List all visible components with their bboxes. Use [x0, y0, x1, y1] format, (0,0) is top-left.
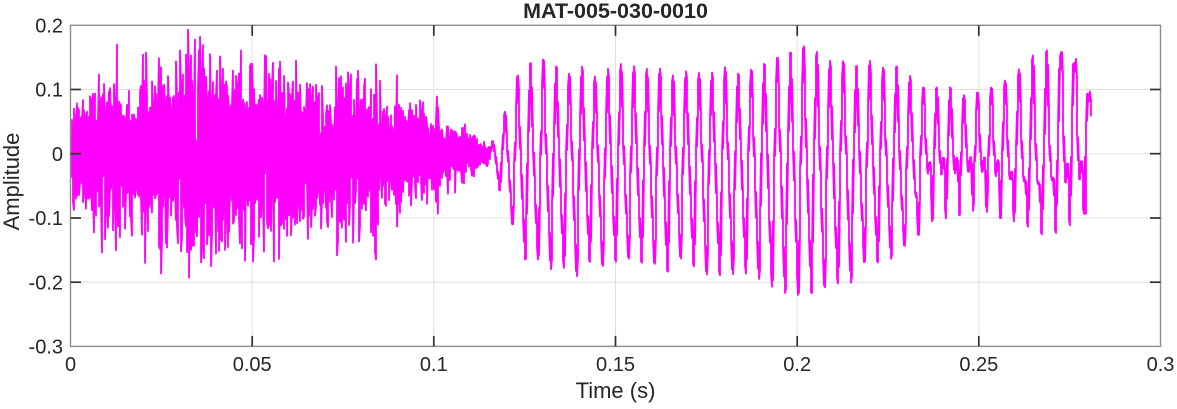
svg-text:0.2: 0.2 [783, 354, 811, 376]
svg-text:0.15: 0.15 [596, 354, 635, 376]
svg-text:0.05: 0.05 [233, 354, 272, 376]
svg-text:0.1: 0.1 [35, 80, 63, 102]
svg-text:Amplitude: Amplitude [0, 133, 24, 231]
svg-text:0.1: 0.1 [420, 354, 448, 376]
svg-text:0.25: 0.25 [959, 354, 998, 376]
svg-text:-0.3: -0.3 [29, 337, 63, 359]
svg-text:0: 0 [52, 144, 63, 166]
svg-text:0.3: 0.3 [1147, 354, 1175, 376]
svg-text:0: 0 [65, 354, 76, 376]
svg-text:0.2: 0.2 [35, 16, 63, 38]
svg-text:Time (s): Time (s) [576, 378, 656, 403]
svg-text:-0.2: -0.2 [29, 272, 63, 294]
svg-text:MAT-005-030-0010: MAT-005-030-0010 [523, 0, 708, 23]
svg-text:-0.1: -0.1 [29, 208, 63, 230]
